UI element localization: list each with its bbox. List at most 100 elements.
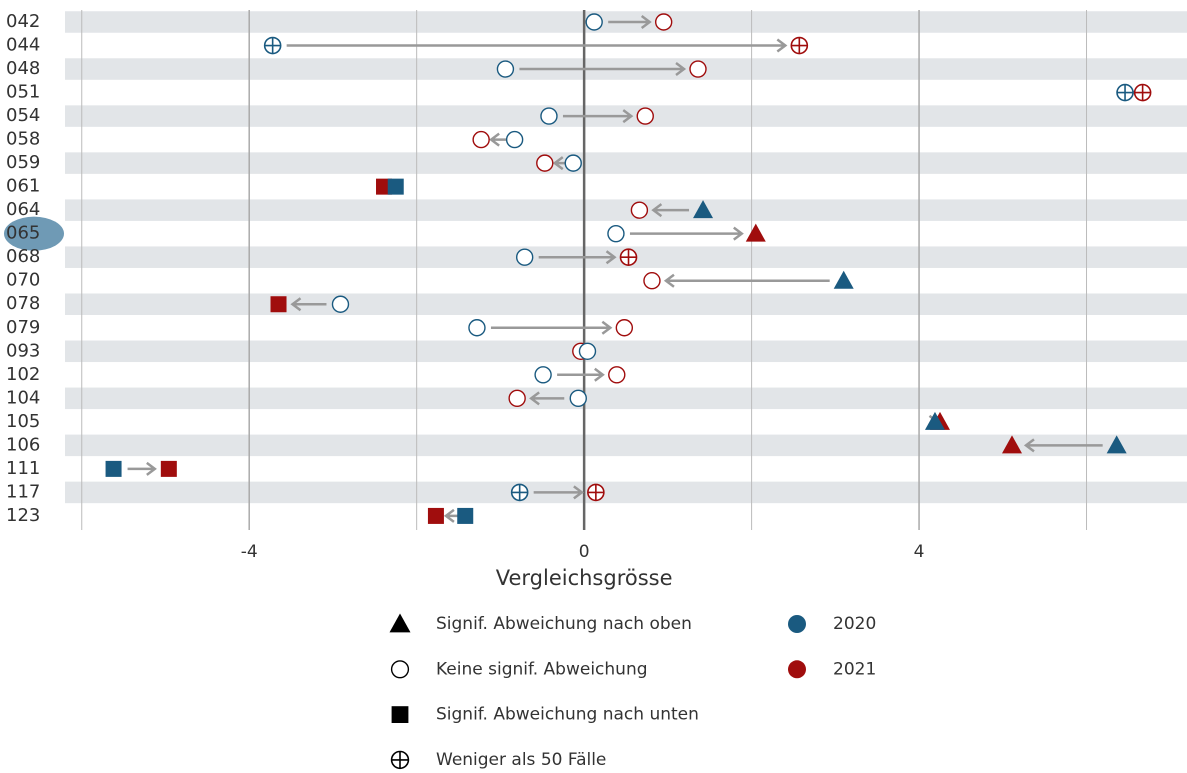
marker-circle <box>508 389 526 408</box>
legend-symbol <box>390 660 410 679</box>
marker-circle <box>331 295 350 313</box>
legend-label: Weniger als 50 Fälle <box>436 750 606 770</box>
change-arrow <box>490 320 613 335</box>
data-point <box>643 272 661 290</box>
change-arrow <box>663 273 830 288</box>
data-point <box>569 389 587 408</box>
data-point <box>536 154 554 172</box>
marker-circle <box>540 107 558 125</box>
y-tick-label: 042 <box>6 11 40 32</box>
marker-circle <box>390 660 410 679</box>
marker-square <box>160 460 177 477</box>
marker-triangle <box>745 223 766 242</box>
change-arrow <box>562 109 634 124</box>
marker-triangle <box>1002 435 1023 454</box>
row-band <box>65 481 1187 504</box>
marker-circle <box>654 13 673 31</box>
marker-plus-cross <box>391 751 409 769</box>
legend-label: 2021 <box>833 659 876 679</box>
data-point <box>615 319 634 337</box>
legend-label: 2020 <box>833 614 876 634</box>
data-point <box>331 295 350 313</box>
change-arrow <box>651 203 690 218</box>
data-point <box>472 130 490 149</box>
marker-triangle <box>1106 435 1127 454</box>
marker-plus-cross <box>620 249 637 266</box>
marker-square <box>391 706 409 723</box>
data-point <box>1133 83 1152 102</box>
marker-triangle <box>693 200 714 219</box>
marker-circle <box>643 272 661 290</box>
marker-circle <box>496 60 515 78</box>
y-tick-label: 061 <box>6 176 40 197</box>
data-point <box>587 483 605 502</box>
y-tick-label: 064 <box>6 199 40 220</box>
data-point <box>1002 435 1023 454</box>
marker-plus-cross <box>1134 84 1151 101</box>
marker-circle <box>578 342 597 360</box>
data-point <box>585 13 603 31</box>
y-tick-label: 105 <box>6 411 40 432</box>
marker-circle <box>515 248 534 266</box>
data-point <box>790 36 809 55</box>
marker-plus-cross <box>587 484 604 501</box>
y-tick-label: 070 <box>6 270 40 291</box>
data-point <box>263 36 282 55</box>
data-point <box>270 296 287 313</box>
y-tick-label: 058 <box>6 129 40 150</box>
x-axis-label: Vergleichsgrösse <box>496 566 673 590</box>
marker-triangle <box>833 270 854 289</box>
data-point <box>924 411 945 430</box>
y-tick-label: 093 <box>6 340 40 361</box>
data-point <box>654 13 673 31</box>
data-point <box>607 224 625 243</box>
data-point <box>496 60 515 78</box>
data-point <box>534 366 552 384</box>
marker-circle <box>607 224 625 243</box>
row-band <box>65 434 1187 457</box>
marker-plus-cross <box>264 37 281 54</box>
data-point <box>160 460 177 477</box>
data-point <box>505 130 524 149</box>
y-tick-label: 051 <box>6 82 40 103</box>
y-tick-label: 106 <box>6 434 40 455</box>
data-point <box>457 507 474 524</box>
marker-circle <box>585 13 603 31</box>
row-band <box>65 340 1187 363</box>
data-point <box>510 483 529 502</box>
marker-plus-cross <box>1117 84 1134 101</box>
marker-circle <box>472 130 490 149</box>
x-tick-label: 0 <box>579 542 590 562</box>
marker-circle <box>534 366 552 384</box>
row-band <box>65 387 1187 410</box>
y-tick-label: 054 <box>6 105 40 126</box>
data-point <box>689 60 707 78</box>
change-arrow <box>629 226 744 241</box>
data-point <box>608 366 626 384</box>
marker-square <box>427 507 444 524</box>
y-tick-label: 111 <box>6 458 40 479</box>
marker-circle <box>569 389 587 408</box>
y-tick-label: 048 <box>6 58 40 79</box>
y-tick-label: 044 <box>6 35 40 56</box>
legend-swatch <box>788 615 806 633</box>
y-tick-label: 059 <box>6 152 40 173</box>
marker-square <box>457 507 474 524</box>
change-arrow <box>1023 438 1103 453</box>
row-band <box>65 199 1187 221</box>
change-arrow <box>538 250 617 265</box>
data-point <box>619 248 638 267</box>
data-point <box>540 107 558 125</box>
change-arrow <box>557 367 605 382</box>
data-point <box>564 154 582 172</box>
y-tick-label: 078 <box>6 293 40 314</box>
change-arrow <box>127 461 157 476</box>
legend-symbol <box>390 750 410 770</box>
x-tick-label: -4 <box>241 542 258 562</box>
marker-circle <box>564 154 582 172</box>
data-point <box>515 248 534 266</box>
marker-circle <box>536 154 554 172</box>
marker-circle <box>689 60 707 78</box>
data-point <box>427 507 444 524</box>
